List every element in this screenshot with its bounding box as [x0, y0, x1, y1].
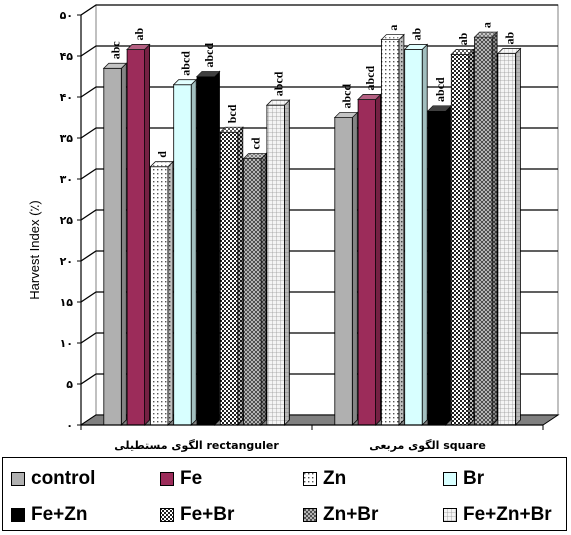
y-tick-label: ۵	[66, 378, 73, 391]
significance-letter: d	[155, 151, 169, 158]
bar	[427, 104, 452, 426]
y-tick-label: ۴۵	[60, 50, 74, 63]
legend-swatch	[303, 508, 317, 522]
bar	[450, 48, 475, 426]
legend-label: Fe+Br	[180, 504, 235, 525]
y-tick-label: ۲۰	[60, 255, 73, 268]
legend-item: Fe+Zn+Br	[443, 504, 552, 526]
legend-item: Br	[443, 468, 484, 490]
y-tick-label: ۲۵	[60, 214, 74, 227]
bar	[473, 31, 499, 426]
bar	[196, 70, 221, 426]
bar	[172, 78, 198, 426]
legend-label: Zn+Br	[323, 504, 379, 525]
y-tick-label: ۴۰	[60, 91, 73, 104]
legend-label: Zn	[323, 468, 347, 489]
bar	[149, 160, 174, 426]
bar	[126, 43, 151, 426]
legend-swatch	[303, 472, 317, 486]
bar	[496, 47, 522, 426]
category-label: الگوی مربعی square	[369, 439, 486, 452]
significance-letter: cd	[248, 137, 262, 149]
legend-item: Zn+Br	[303, 504, 378, 526]
significance-letter: a	[386, 25, 400, 31]
y-axis-label: Harvest Index (٪)	[27, 200, 42, 299]
legend-item: Fe+Br	[160, 504, 234, 526]
legend-swatch	[160, 472, 174, 486]
significance-letter: abcd	[272, 71, 286, 96]
legend-item: Fe	[160, 468, 202, 490]
category-label: الگوی مستطیلی rectanguler	[114, 439, 279, 452]
bar	[403, 43, 429, 426]
significance-letter: ab	[132, 27, 146, 40]
significance-letter: abc	[109, 41, 123, 60]
legend-item: Fe+Zn	[11, 504, 87, 526]
legend-swatch	[443, 508, 457, 522]
legend-label: Fe+Zn+Br	[463, 504, 552, 525]
significance-letter: abcd	[178, 51, 192, 76]
y-tick-label: ۳۰	[60, 173, 73, 186]
legend-swatch	[11, 508, 25, 522]
y-tick-label: ۳۵	[60, 132, 74, 145]
significance-letter: abcd	[363, 65, 377, 90]
bar	[242, 152, 268, 426]
legend-label: Fe	[180, 468, 203, 489]
legend-item: Zn	[303, 468, 346, 490]
legend-label: Br	[463, 468, 485, 489]
legend-swatch	[443, 472, 457, 486]
y-tick-label: ۱۵	[60, 296, 74, 309]
bar	[357, 93, 382, 426]
significance-letter: ab	[456, 32, 470, 45]
bar	[219, 126, 244, 426]
gridline	[80, 4, 558, 16]
significance-letter: abcd	[340, 84, 354, 109]
significance-letter: ab	[409, 27, 423, 40]
bar	[265, 99, 291, 426]
y-tick-label: ۰	[66, 419, 73, 432]
significance-letter: bcd	[225, 104, 239, 123]
y-tick-label: ۵۰	[60, 9, 73, 22]
legend-swatch	[160, 508, 174, 522]
significance-letter: abcd	[202, 43, 216, 68]
bar	[333, 111, 359, 426]
legend-label: control	[31, 468, 96, 489]
bar	[102, 62, 128, 426]
y-tick-label: ۱۰	[60, 337, 73, 350]
significance-letter: ab	[503, 32, 517, 45]
legend-swatch	[11, 472, 25, 486]
legend-label: Fe+Zn	[31, 504, 88, 525]
legend: control Fe Zn Br Fe+Zn Fe+Br Zn+Br Fe+Zn+Br	[2, 457, 567, 531]
significance-letter: abcd	[433, 77, 447, 102]
legend-item: control	[11, 468, 95, 490]
bar	[380, 33, 405, 426]
significance-letter: a	[479, 22, 493, 28]
